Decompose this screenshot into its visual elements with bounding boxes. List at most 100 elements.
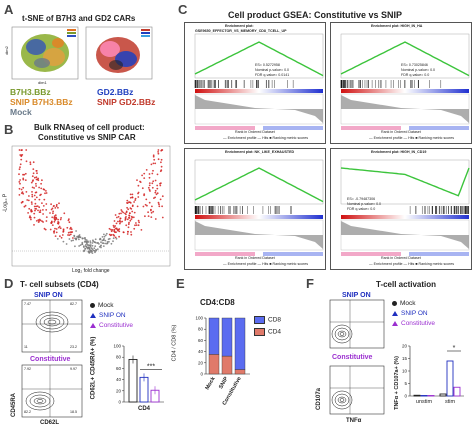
volcano-point: [26, 160, 28, 162]
volcano-point: [78, 245, 80, 247]
volcano-point: [58, 202, 60, 204]
gsea-legend: — Enrichment profile — Hits ■ Ranking me…: [223, 136, 308, 140]
volcano-point: [80, 236, 82, 238]
volcano-point: [125, 218, 127, 220]
volcano-point: [52, 211, 54, 213]
volcano-point: [127, 219, 129, 221]
volcano-point: [52, 224, 54, 226]
e-bar-cd8: [209, 318, 219, 354]
volcano-point: [76, 236, 78, 238]
volcano-point: [21, 149, 23, 151]
volcano-point: [87, 247, 89, 249]
volcano-point: [87, 240, 89, 242]
gsea-gene-set: GSE9650_EFFECTOR_VS_MEMORY_CD8_TCELL_UP: [195, 29, 286, 33]
legend-snip-gd2: SNIP GD2.BBz: [97, 97, 155, 107]
volcano-point: [69, 221, 71, 223]
volcano-point: [114, 225, 116, 227]
d-ytick: 20: [116, 388, 122, 393]
gsea-legend: — Enrichment profile — Hits ■ Ranking me…: [223, 262, 308, 266]
volcano-point: [29, 215, 31, 217]
volcano-point: [150, 216, 152, 218]
volcano-point: [26, 199, 28, 201]
d-constitutive-label: Constitutive: [30, 356, 70, 363]
panel-c-letter: C: [178, 2, 187, 17]
volcano-point: [44, 192, 46, 194]
volcano-point: [102, 236, 104, 238]
volcano-point: [79, 234, 81, 236]
volcano-point: [119, 221, 121, 223]
volcano-point: [114, 229, 116, 231]
e-ytick: 40: [198, 349, 204, 354]
volcano-point: [159, 185, 161, 187]
panel-b-title-2: Constitutive vs SNIP CAR: [38, 133, 136, 142]
volcano-point: [35, 192, 37, 194]
volcano-point: [66, 227, 68, 229]
d-legend-snip: SNIP ON: [90, 312, 126, 319]
volcano-point: [159, 183, 161, 185]
volcano-point: [120, 218, 122, 220]
e-bar-cd4: [209, 354, 219, 374]
d-ytick: 40: [116, 377, 122, 382]
volcano-point: [119, 223, 121, 225]
volcano-point: [151, 164, 153, 166]
volcano-point: [118, 213, 120, 215]
volcano-point: [162, 195, 164, 197]
volcano-point: [63, 241, 65, 243]
volcano-point: [60, 219, 62, 221]
volcano-point: [111, 234, 113, 236]
volcano-point: [154, 197, 156, 199]
volcano-point: [73, 235, 75, 237]
volcano-point: [131, 216, 133, 218]
volcano-point: [62, 234, 64, 236]
volcano-point: [148, 187, 150, 189]
gsea-stat-es: ES= 0.5272958: [255, 63, 280, 67]
volcano-point: [31, 182, 33, 184]
d-snip-q4: 23.2: [70, 345, 77, 349]
f-constitutive-label: Constitutive: [332, 354, 372, 361]
f-ytick: 0: [404, 394, 407, 399]
f-snip-on-label: SNIP ON: [342, 292, 371, 299]
volcano-point: [63, 229, 65, 231]
panel-b-title-1: Bulk RNAseq of cell product:: [34, 123, 145, 132]
e-legend-cd4: CD4: [254, 328, 281, 336]
f-ytick: 20: [402, 344, 408, 349]
d-legend-const: Constitutive: [90, 322, 133, 329]
legend-b7h3: B7H3.BBz: [10, 87, 51, 97]
e-xtick: SNIP: [218, 376, 230, 390]
volcano-point: [41, 220, 43, 222]
volcano-point: [22, 179, 24, 181]
f-ytick: 5: [404, 381, 407, 386]
tsne-plot-right: [86, 27, 152, 79]
volcano-point: [46, 220, 48, 222]
d-const-q2: 9.97: [70, 367, 77, 371]
volcano-point: [92, 242, 94, 244]
volcano-point: [57, 238, 59, 240]
volcano-point: [130, 207, 132, 209]
volcano-point: [25, 173, 27, 175]
volcano-point: [94, 241, 96, 243]
f-bar: [440, 394, 446, 396]
volcano-point: [126, 202, 128, 204]
volcano-point: [57, 207, 59, 209]
volcano-point: [32, 168, 34, 170]
volcano-point: [56, 232, 58, 234]
volcano-point: [33, 213, 35, 215]
volcano-point: [55, 235, 57, 237]
volcano-point: [19, 194, 21, 196]
f-legend-mock: Mock: [392, 300, 416, 307]
volcano-point: [45, 209, 47, 211]
volcano-point: [35, 183, 37, 185]
volcano-point: [90, 242, 92, 244]
d-significance: ***: [147, 363, 155, 370]
volcano-point: [38, 220, 40, 222]
volcano-point: [138, 222, 140, 224]
volcano-point: [126, 200, 128, 202]
volcano-point: [35, 203, 37, 205]
gsea-legend: — Enrichment profile — Hits ■ Ranking me…: [369, 262, 454, 266]
d-ytick: 100: [113, 344, 121, 349]
volcano-point: [20, 159, 22, 161]
volcano-point: [134, 212, 136, 214]
volcano-point: [45, 203, 47, 205]
volcano-point: [116, 217, 118, 219]
volcano-point: [54, 221, 56, 223]
